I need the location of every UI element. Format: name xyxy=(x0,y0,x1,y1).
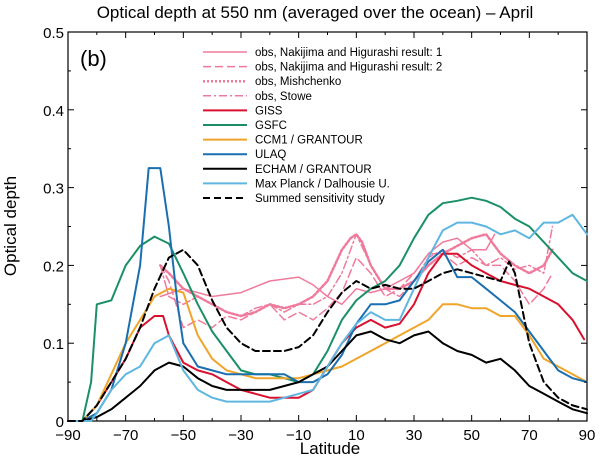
y-tick-label: 0.3 xyxy=(43,181,64,198)
series-line-11 xyxy=(67,248,588,422)
legend-label-8: ULAQ xyxy=(255,149,286,161)
series-line-1 xyxy=(159,233,496,306)
y-tick-label: 0 xyxy=(56,414,64,431)
series-line-5 xyxy=(67,252,586,422)
x-tick-label: 10 xyxy=(348,427,365,444)
series-line-7 xyxy=(67,287,588,422)
series-line-9 xyxy=(67,330,588,422)
legend-label-11: Summed sensitivity study xyxy=(255,193,385,205)
legend-label-3: obs, Mishchenko xyxy=(255,76,341,88)
y-tick-label: 0.1 xyxy=(43,336,64,353)
series-line-2 xyxy=(159,252,554,329)
y-tick-label: 0.5 xyxy=(43,25,64,42)
panel-label: (b) xyxy=(80,46,107,71)
y-tick-label: 0.2 xyxy=(43,258,64,275)
series-group xyxy=(67,167,588,422)
series-line-10 xyxy=(67,213,588,422)
legend-label-5: GISS xyxy=(255,105,283,117)
y-axis-label: Optical depth xyxy=(1,176,20,276)
legend-label-6: GSFC xyxy=(255,120,287,132)
x-axis-label: Latitude xyxy=(300,439,361,458)
axes-group: −90 −70 −50 −30 −10 10 30 50 70 90 0 0.1 0.2 0.3 0.4 0.… xyxy=(43,25,595,444)
legend-label-1: obs, Nakijima and Higurashi result: 1 xyxy=(255,47,442,59)
x-tick-label: −90 xyxy=(55,427,80,444)
legend-label-10: Max Planck / Dalhousie U. xyxy=(255,178,390,190)
x-tick-label: −30 xyxy=(228,427,253,444)
chart-title: Optical depth at 550 nm (averaged over t… xyxy=(97,3,534,22)
legend-label-2: obs, Nakijima and Higurashi result: 2 xyxy=(255,62,442,74)
legend-label-4: obs, Stowe xyxy=(255,91,312,103)
x-tick-label: −50 xyxy=(171,427,196,444)
x-tick-label: −10 xyxy=(286,427,311,444)
y-tick-label: 0.4 xyxy=(43,103,64,120)
x-tick-label: 50 xyxy=(463,427,480,444)
series-line-4 xyxy=(159,225,554,317)
legend-label-7: CCM1 / GRANTOUR xyxy=(255,135,363,147)
legend-label-9: ECHAM / GRANTOUR xyxy=(255,164,372,176)
series-line-8 xyxy=(67,167,588,422)
legend: obs, Nakijima and Higurashi result: 1 obs… xyxy=(203,47,442,205)
x-tick-label: 90 xyxy=(579,427,596,444)
x-tick-label: 30 xyxy=(406,427,423,444)
x-tick-label: −70 xyxy=(113,427,138,444)
series-line-3 xyxy=(159,233,554,318)
plot-frame xyxy=(67,31,588,422)
x-tick-label: 70 xyxy=(521,427,538,444)
